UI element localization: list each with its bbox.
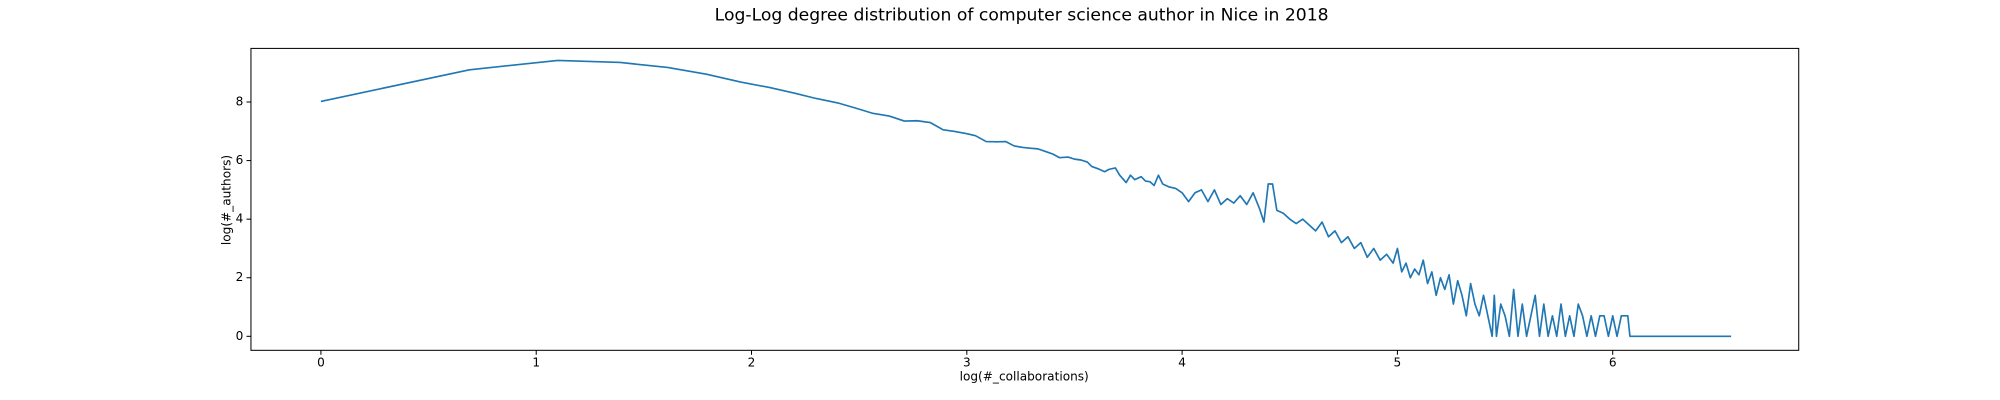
y-tick-label: 4 bbox=[236, 212, 244, 226]
x-tick-label: 3 bbox=[963, 356, 971, 370]
x-tick-label: 2 bbox=[748, 356, 756, 370]
x-tick-label: 6 bbox=[1609, 356, 1617, 370]
y-tick-label: 8 bbox=[236, 95, 244, 109]
y-axis-label: log(#_authors) bbox=[219, 155, 233, 245]
x-tick-label: 5 bbox=[1394, 356, 1402, 370]
x-tick-label: 0 bbox=[317, 356, 325, 370]
y-tick-label: 6 bbox=[236, 153, 244, 167]
x-tick-label: 1 bbox=[532, 356, 540, 370]
y-tick-label: 2 bbox=[236, 270, 244, 284]
x-axis-label: log(#_collaborations) bbox=[960, 370, 1089, 384]
data-line bbox=[320, 59, 1732, 338]
y-tick-label: 0 bbox=[236, 329, 244, 343]
plot-frame bbox=[250, 47, 1800, 351]
chart-title: Log-Log degree distribution of computer … bbox=[715, 5, 1329, 25]
x-tick-label: 4 bbox=[1178, 356, 1186, 370]
